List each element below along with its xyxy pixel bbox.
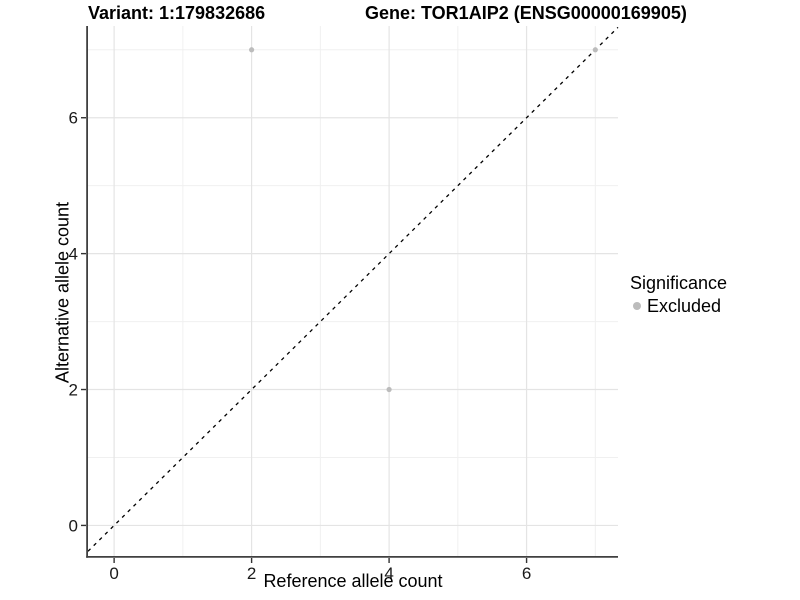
y-tick-label: 0	[69, 516, 78, 535]
x-tick-label: 0	[109, 564, 118, 583]
x-tick-label: 2	[247, 564, 256, 583]
plot-title-variant: Variant: 1:179832686	[88, 3, 266, 23]
data-point	[386, 386, 392, 393]
x-tick-label: 4	[384, 564, 393, 583]
y-tick-label: 2	[69, 381, 78, 400]
legend-item-label: Excluded	[647, 296, 722, 316]
legend-title: Significance	[630, 273, 728, 293]
legend-item-excluded: Excluded	[630, 295, 727, 317]
x-tick-label: 6	[522, 564, 531, 583]
data-point	[249, 47, 255, 53]
data-point	[592, 47, 598, 53]
excluded-point-icon	[633, 302, 641, 310]
y-tick-label: 6	[69, 109, 78, 128]
plot-title-gene: Gene: TOR1AIP2 (ENSG00000169905)	[365, 3, 687, 23]
x-axis-title: Reference allele count	[263, 571, 443, 591]
y-tick-label: 4	[69, 245, 78, 264]
y-axis-title: Alternative allele count	[52, 201, 73, 384]
legend: Significance Excluded	[630, 272, 727, 317]
diagonal-reference-line	[87, 26, 619, 552]
